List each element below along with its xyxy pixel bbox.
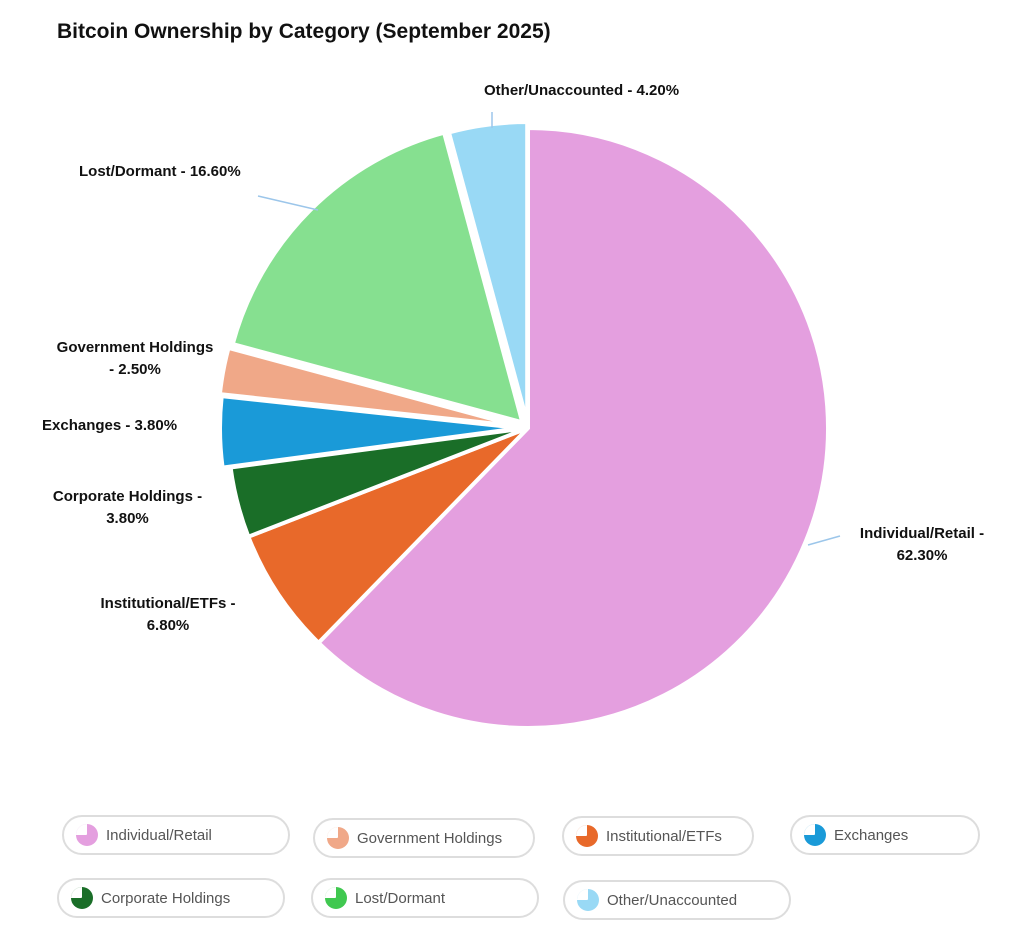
pie-slice-government-holdings — [217, 345, 519, 429]
legend-label: Individual/Retail — [106, 826, 212, 844]
legend-label: Other/Unaccounted — [607, 891, 738, 909]
legend-pie-icon — [804, 824, 826, 846]
legend-label: Exchanges — [834, 826, 909, 844]
legend-label: Government Holdings — [357, 829, 503, 847]
legend-pie-icon — [577, 889, 599, 911]
pie-slice-individual-retail — [315, 125, 830, 730]
legend-pie-icon — [325, 887, 347, 909]
data-label-retail: Individual/Retail -62.30% — [859, 525, 985, 564]
legend-item-institutional-etfs[interactable]: Institutional/ETFs — [562, 816, 754, 856]
data-label-corporate: Corporate Holdings -3.80% — [52, 488, 203, 527]
legend-pie-icon — [576, 825, 598, 847]
legend-label: Institutional/ETFs — [606, 827, 722, 845]
legend-item-government-holdings[interactable]: Government Holdings — [313, 818, 535, 858]
pie-slice-other-unaccounted — [446, 120, 530, 423]
pie-slice-lost-dormant — [230, 130, 526, 426]
legend-pie-icon — [71, 887, 93, 909]
legend-item-other-unaccounted[interactable]: Other/Unaccounted — [563, 880, 791, 920]
legend-pie-icon — [327, 827, 349, 849]
leader-line-retail — [807, 535, 841, 546]
data-label-other: Other/Unaccounted - 4.20% — [484, 82, 680, 99]
data-label-lost: Lost/Dormant - 16.60% — [79, 163, 241, 180]
pie-slice-institutional-etfs — [245, 426, 530, 646]
data-label-government: Government Holdings - 2.50% — [56, 339, 214, 378]
chart-title: Bitcoin Ownership by Category (September… — [57, 20, 551, 43]
legend-pie-icon — [76, 824, 98, 846]
data-label-institutional: Institutional/ETFs -6.80% — [100, 595, 236, 634]
legend-label: Corporate Holdings — [101, 889, 231, 907]
data-label-exchanges: Exchanges - 3.80% — [42, 417, 178, 434]
legend-label: Lost/Dormant — [355, 889, 446, 907]
legend-item-lost-dormant[interactable]: Lost/Dormant — [311, 878, 539, 918]
legend-item-individual-retail[interactable]: Individual/Retail — [62, 815, 290, 855]
legend-item-corporate-holdings[interactable]: Corporate Holdings — [57, 878, 285, 918]
legend-item-exchanges[interactable]: Exchanges — [790, 815, 980, 855]
leader-line-lost — [257, 195, 319, 211]
